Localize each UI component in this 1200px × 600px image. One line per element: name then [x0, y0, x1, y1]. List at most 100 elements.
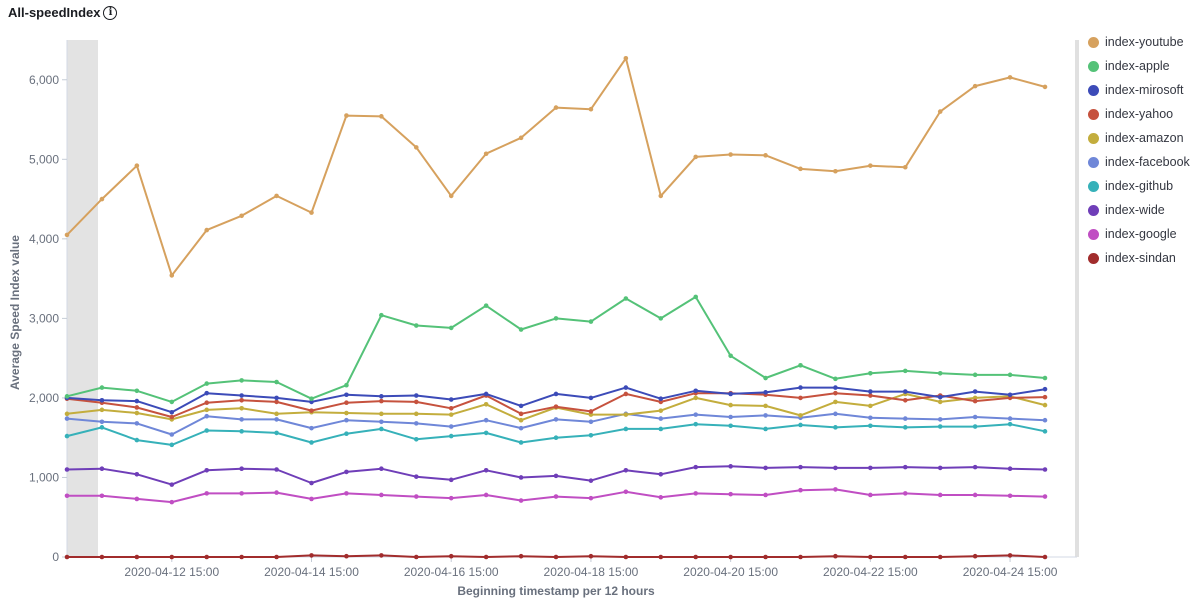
data-point-index-sindan[interactable]: [763, 554, 768, 560]
data-point-index-wide[interactable]: [134, 471, 140, 477]
data-point-index-amazon[interactable]: [588, 412, 594, 417]
data-point-index-youtube[interactable]: [833, 168, 838, 174]
legend-item-index-apple[interactable]: index-apple: [1088, 54, 1190, 78]
data-point-index-wide[interactable]: [64, 467, 70, 472]
data-point-index-wide[interactable]: [588, 478, 594, 483]
data-point-index-yahoo[interactable]: [239, 398, 244, 403]
data-point-index-apple[interactable]: [239, 378, 244, 383]
data-point-index-yahoo[interactable]: [972, 398, 978, 404]
data-point-index-sindan[interactable]: [169, 554, 175, 560]
data-point-index-sindan[interactable]: [693, 554, 699, 560]
data-point-index-youtube[interactable]: [763, 153, 768, 158]
data-point-index-wide[interactable]: [833, 465, 838, 471]
data-point-index-github[interactable]: [728, 423, 733, 429]
data-point-index-mirosoft[interactable]: [134, 398, 140, 404]
data-point-index-facebook[interactable]: [658, 416, 664, 421]
data-point-index-wide[interactable]: [274, 467, 279, 472]
data-point-index-apple[interactable]: [134, 388, 140, 394]
data-point-index-yahoo[interactable]: [623, 391, 629, 397]
data-point-index-sindan[interactable]: [588, 553, 594, 559]
data-point-index-mirosoft[interactable]: [413, 393, 419, 398]
data-point-index-mirosoft[interactable]: [1007, 392, 1013, 398]
data-point-index-amazon[interactable]: [448, 412, 454, 417]
data-point-index-apple[interactable]: [413, 323, 419, 328]
data-point-index-google[interactable]: [483, 492, 489, 498]
data-point-index-github[interactable]: [868, 423, 873, 429]
data-point-index-google[interactable]: [972, 492, 978, 498]
data-point-index-apple[interactable]: [1007, 372, 1013, 378]
data-point-index-google[interactable]: [518, 498, 524, 503]
legend-item-index-youtube[interactable]: index-youtube: [1088, 30, 1190, 54]
data-point-index-wide[interactable]: [309, 480, 314, 486]
data-point-index-apple[interactable]: [169, 399, 175, 405]
data-point-index-mirosoft[interactable]: [972, 389, 978, 394]
data-point-index-mirosoft[interactable]: [868, 389, 873, 394]
data-point-index-apple[interactable]: [833, 376, 838, 382]
data-point-index-google[interactable]: [64, 493, 70, 499]
data-point-index-github[interactable]: [1042, 429, 1048, 434]
data-point-index-yahoo[interactable]: [379, 398, 384, 404]
data-point-index-facebook[interactable]: [413, 421, 419, 426]
legend-item-index-google[interactable]: index-google: [1088, 222, 1190, 246]
data-point-index-apple[interactable]: [623, 296, 629, 301]
data-point-index-facebook[interactable]: [169, 432, 175, 437]
data-point-index-github[interactable]: [1007, 421, 1013, 427]
data-point-index-yahoo[interactable]: [588, 409, 594, 414]
data-point-index-github[interactable]: [972, 424, 978, 429]
data-point-index-google[interactable]: [693, 491, 699, 496]
data-point-index-amazon[interactable]: [658, 408, 664, 413]
data-point-index-google[interactable]: [1042, 494, 1048, 499]
data-point-index-apple[interactable]: [344, 382, 349, 388]
data-point-index-yahoo[interactable]: [833, 390, 838, 396]
data-point-index-google[interactable]: [309, 496, 314, 502]
data-point-index-yahoo[interactable]: [134, 405, 140, 410]
data-point-index-apple[interactable]: [728, 353, 733, 359]
data-point-index-wide[interactable]: [763, 465, 768, 471]
data-point-index-sindan[interactable]: [868, 554, 873, 560]
data-point-index-sindan[interactable]: [379, 553, 384, 558]
data-point-index-github[interactable]: [483, 430, 489, 436]
data-point-index-mirosoft[interactable]: [309, 399, 314, 405]
data-point-index-sindan[interactable]: [204, 554, 210, 560]
data-point-index-mirosoft[interactable]: [448, 397, 454, 402]
data-point-index-yahoo[interactable]: [448, 405, 454, 411]
data-point-index-mirosoft[interactable]: [1042, 386, 1048, 392]
data-point-index-mirosoft[interactable]: [239, 393, 244, 398]
data-point-index-google[interactable]: [239, 491, 244, 496]
data-point-index-github[interactable]: [204, 428, 210, 433]
data-point-index-github[interactable]: [344, 431, 349, 437]
data-point-index-mirosoft[interactable]: [658, 396, 664, 402]
data-point-index-apple[interactable]: [274, 379, 279, 385]
data-point-index-mirosoft[interactable]: [518, 403, 524, 409]
data-point-index-wide[interactable]: [728, 464, 733, 469]
data-point-index-facebook[interactable]: [134, 421, 140, 426]
data-point-index-youtube[interactable]: [937, 109, 943, 114]
data-point-index-youtube[interactable]: [99, 196, 105, 202]
data-point-index-wide[interactable]: [902, 464, 908, 470]
data-point-index-yahoo[interactable]: [798, 395, 803, 401]
data-point-index-facebook[interactable]: [64, 416, 70, 421]
data-point-index-yahoo[interactable]: [274, 399, 279, 405]
data-point-index-sindan[interactable]: [274, 554, 279, 560]
data-point-index-google[interactable]: [728, 491, 733, 497]
data-point-index-sindan[interactable]: [902, 554, 908, 560]
data-point-index-amazon[interactable]: [693, 395, 699, 401]
data-point-index-apple[interactable]: [798, 363, 803, 368]
data-point-index-github[interactable]: [413, 436, 419, 442]
data-point-index-wide[interactable]: [972, 464, 978, 470]
data-point-index-facebook[interactable]: [868, 415, 873, 421]
data-point-index-youtube[interactable]: [623, 55, 629, 61]
data-point-index-wide[interactable]: [658, 471, 664, 477]
data-point-index-facebook[interactable]: [833, 411, 838, 417]
data-point-index-facebook[interactable]: [763, 413, 768, 418]
data-point-index-google[interactable]: [134, 496, 140, 502]
data-point-index-amazon[interactable]: [99, 407, 105, 413]
data-point-index-sindan[interactable]: [64, 554, 70, 560]
data-point-index-yahoo[interactable]: [413, 399, 419, 405]
data-point-index-youtube[interactable]: [239, 213, 244, 219]
data-point-index-facebook[interactable]: [937, 417, 943, 422]
data-point-index-apple[interactable]: [64, 394, 70, 399]
data-point-index-github[interactable]: [134, 437, 140, 443]
legend-item-index-sindan[interactable]: index-sindan: [1088, 246, 1190, 270]
data-point-index-google[interactable]: [798, 487, 803, 493]
